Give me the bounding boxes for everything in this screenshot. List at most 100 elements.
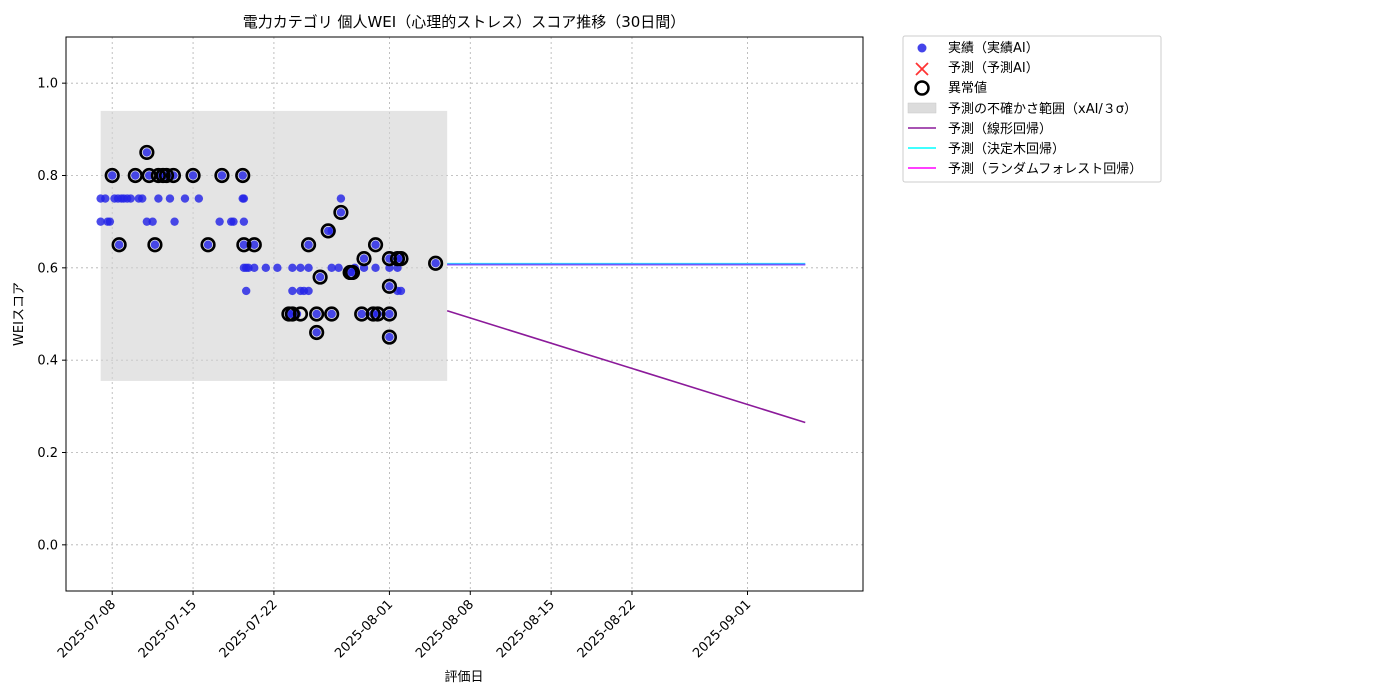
anomaly-ring [104, 167, 120, 184]
anomaly-ring [111, 237, 127, 253]
actual-point [371, 263, 380, 273]
y-tick-label: 0.2 [37, 446, 58, 461]
actual-point [148, 217, 157, 226]
plot-frame [65, 36, 864, 592]
legend-predicted-label: 予測（予測AI） [948, 61, 1039, 76]
anomaly-ring [309, 324, 325, 341]
actual-point [239, 194, 249, 203]
anomaly-ring [333, 204, 349, 221]
y-tick-label: 0.8 [37, 169, 58, 184]
anomaly-ring [292, 306, 309, 322]
actual-point [396, 286, 406, 296]
actual-point [261, 263, 271, 273]
anomaly-ring [147, 237, 163, 253]
anomaly-ring [393, 251, 409, 267]
actual-point [180, 194, 190, 203]
actual-point [288, 263, 297, 273]
actual-point [315, 272, 325, 282]
actual-point [142, 217, 152, 226]
actual-point [165, 194, 175, 203]
anomaly-ring [235, 167, 251, 184]
anomaly-ring [236, 237, 252, 253]
actual-point [312, 328, 321, 337]
actual-point [304, 263, 313, 273]
actual-point [154, 194, 163, 203]
anomaly-ring [312, 269, 328, 285]
actual-point [188, 171, 198, 180]
actual-point [215, 217, 224, 226]
y-axis-label: WEIスコア [12, 282, 27, 346]
x-tick-label: 2025-07-22 [217, 597, 281, 661]
actual-point [142, 148, 152, 157]
legend-actual-label: 実績（実績AI） [948, 40, 1039, 56]
anomaly-ring [158, 167, 175, 184]
anomaly-ring [365, 306, 381, 322]
actual-point [241, 286, 251, 296]
actual-point [327, 263, 336, 273]
actual-point [101, 194, 110, 203]
actual-point [327, 309, 336, 319]
actual-point [304, 240, 313, 249]
actual-point [108, 171, 117, 180]
actual-point [336, 194, 346, 203]
actual-point [273, 263, 282, 273]
actual-point [170, 217, 179, 226]
legend-anomaly-marker [914, 80, 930, 96]
actual-point [229, 217, 238, 226]
y-tick-label: 0.4 [37, 354, 58, 369]
actual-point [239, 217, 249, 226]
x-tick-label: 2025-08-08 [413, 597, 477, 661]
actual-point [203, 240, 213, 249]
actual-point [126, 194, 135, 203]
linear-regression-line [446, 310, 806, 424]
actual-point [312, 309, 321, 319]
y-tick-label: 0.0 [37, 538, 58, 553]
anomaly-ring [344, 264, 361, 281]
legend-predicted-marker [915, 62, 929, 76]
actual-point [357, 309, 366, 319]
actual-point [304, 286, 313, 296]
actual-point [238, 171, 247, 180]
legend-anomaly-label: 異常値 [948, 80, 987, 96]
legend-actual-marker [917, 43, 927, 53]
anomaly-ring [309, 306, 325, 322]
anomaly-ring [381, 329, 398, 345]
x-tick-label: 2025-07-15 [136, 597, 200, 661]
actual-point [385, 332, 394, 342]
anomaly-ring [324, 306, 340, 322]
actual-point [138, 194, 147, 203]
x-tick-label: 2025-07-08 [55, 597, 119, 661]
anomaly-ring [284, 306, 300, 322]
anomaly-ring [214, 167, 230, 184]
actual-point [385, 309, 394, 319]
actual-point [336, 208, 346, 217]
anomaly-ring [185, 167, 201, 184]
actual-point [250, 240, 259, 249]
y-tick-label: 0.6 [37, 261, 58, 276]
actual-point [131, 171, 140, 180]
actual-point [359, 254, 369, 263]
x-tick-label: 2025-08-22 [575, 597, 639, 661]
y-tick-label: 1.0 [37, 77, 58, 92]
x-axis-label: 評価日 [444, 670, 483, 685]
legend: 実績（実績AI） 予測（予測AI） 異常値 予測の不確かさ範囲（xAI/３σ） … [902, 35, 1162, 183]
legend-forest-label: 予測（ランダムフォレスト回帰） [948, 161, 1142, 177]
actual-point [114, 240, 124, 249]
legend-frame [902, 35, 1162, 183]
legend-tree-label: 予測（決定木回帰） [948, 141, 1065, 157]
anomaly-ring [150, 167, 167, 184]
anomaly-ring [381, 306, 398, 322]
legend-uncertainty-label: 予測の不確かさ範囲（xAI/３σ） [948, 101, 1137, 117]
actual-point [150, 240, 160, 249]
actual-point [334, 263, 343, 273]
anomaly-ring [200, 237, 216, 253]
anomaly-ring [246, 237, 262, 253]
actual-point [385, 282, 394, 291]
x-tick-label: 2025-08-15 [494, 597, 558, 661]
anomaly-ring [356, 251, 372, 267]
chart-title: 電力カテゴリ 個人WEI（心理的ストレス）スコア推移（30日間） [243, 13, 686, 31]
actual-point [217, 171, 227, 180]
actual-point [288, 286, 297, 296]
actual-point [239, 240, 249, 249]
